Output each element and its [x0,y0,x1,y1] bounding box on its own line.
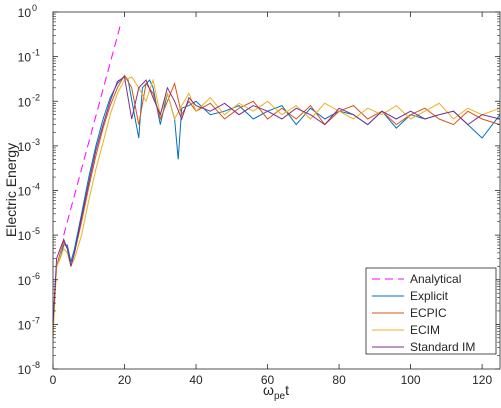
y-tick-label: 10-3 [18,137,40,154]
y-tick-label-exponent: -3 [32,137,40,147]
y-tick-label-exponent: -4 [32,182,40,192]
y-tick-label: 10-2 [18,92,40,109]
y-tick-label-base: 10 [18,95,32,109]
x-axis-label-suffix: t [285,382,289,398]
y-tick-label-exponent: 0 [32,3,37,13]
legend: Analytical Explicit ECPIC ECIM Standard IM [365,267,497,355]
x-tick-label: 20 [118,373,132,387]
series-line-analytical [63,23,122,236]
x-tick-label: 60 [261,373,275,387]
y-tick-label-base: 10 [18,140,32,154]
y-tick-label-base: 10 [18,51,32,65]
y-tick-label-exponent: -1 [32,48,40,58]
series-line-standard-im [52,76,501,325]
y-tick-label-base: 10 [18,229,32,243]
legend-box [365,267,497,355]
x-axis-label: ωpet [263,382,289,402]
plot-series-layer [52,23,501,338]
x-axis: 0 20 40 60 80 100 120 [50,12,492,387]
series-line-ecpic [52,74,501,325]
x-tick-label: 120 [472,373,492,387]
y-tick-label-exponent: -8 [32,360,40,370]
y-tick-label-base: 10 [18,185,32,199]
y-tick-label-base: 10 [18,363,32,377]
x-tick-label: 40 [189,373,203,387]
x-tick-label: 80 [332,373,346,387]
x-tick-label: 0 [50,373,57,387]
x-axis-label-main: ω [263,382,274,398]
y-tick-label: 10-1 [18,48,40,65]
legend-label: Standard IM [410,340,475,354]
y-tick-label: 10-6 [18,271,40,288]
y-tick-label-exponent: -7 [32,315,40,325]
legend-label: Analytical [410,272,461,286]
x-axis-label-subscript: pe [274,391,286,402]
y-tick-label: 100 [18,3,37,20]
y-tick-label-base: 10 [18,318,32,332]
y-tick-label-base: 10 [18,6,32,20]
y-axis-label: Electric Energy [3,143,19,237]
x-tick-label: 100 [401,373,421,387]
series-line-ecim [52,76,501,338]
y-tick-label-base: 10 [18,274,32,288]
legend-label: ECPIC [410,306,447,320]
y-tick-label-exponent: -5 [32,226,40,236]
y-tick-label: 10-8 [18,360,40,377]
y-tick-label: 10-5 [18,226,40,243]
legend-label: Explicit [410,289,449,303]
y-tick-label: 10-4 [18,182,40,199]
y-tick-label-exponent: -6 [32,271,40,281]
legend-label: ECIM [410,323,440,337]
y-tick-label: 10-7 [18,315,40,332]
y-tick-label-exponent: -2 [32,92,40,102]
